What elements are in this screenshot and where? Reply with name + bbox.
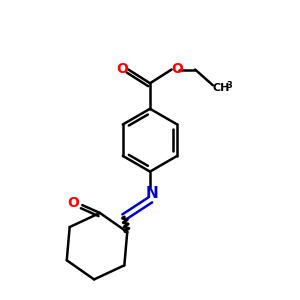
Text: N: N bbox=[146, 186, 158, 201]
Text: O: O bbox=[68, 196, 79, 210]
Text: O: O bbox=[172, 61, 183, 76]
Text: O: O bbox=[117, 61, 128, 76]
Text: 3: 3 bbox=[226, 81, 232, 90]
Text: CH: CH bbox=[213, 83, 230, 93]
